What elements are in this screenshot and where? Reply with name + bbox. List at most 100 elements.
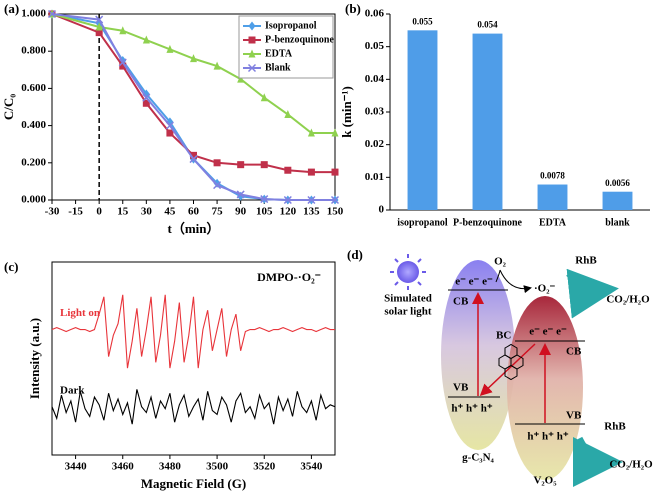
x-tick-label: 75 bbox=[212, 206, 224, 218]
x-tick-label: 45 bbox=[164, 206, 176, 218]
marker bbox=[95, 22, 103, 31]
x-tick-label: 3540 bbox=[300, 461, 323, 473]
x-tick-label: EDTA bbox=[539, 217, 567, 228]
marker bbox=[260, 195, 269, 204]
series-line bbox=[51, 13, 335, 135]
marker bbox=[95, 15, 104, 24]
product-label: CO₂/H₂O bbox=[606, 294, 650, 306]
x-tick-label: 90 bbox=[235, 206, 247, 218]
y-tick-label: 0.800 bbox=[21, 45, 46, 57]
marker bbox=[213, 159, 221, 167]
marker bbox=[330, 195, 340, 205]
marker bbox=[260, 161, 268, 169]
marker bbox=[248, 36, 256, 44]
marker bbox=[166, 129, 174, 137]
x-tick-label: P-benzoquinone bbox=[453, 217, 522, 228]
mechanism-diagram: (d) Simulated solar light e⁻ e⁻ e⁻ CB VB… bbox=[347, 247, 653, 487]
x-tick-label: 15 bbox=[117, 206, 129, 218]
degradation-arrow bbox=[572, 436, 623, 487]
value-label: 0.054 bbox=[477, 20, 498, 30]
x-tick-label: 135 bbox=[303, 206, 320, 218]
marker bbox=[190, 54, 197, 63]
x-tick-label: 30 bbox=[141, 206, 153, 218]
series-label: Dark bbox=[60, 384, 85, 396]
y-tick-label: 0.04 bbox=[365, 73, 385, 85]
v2o5-cb: CB bbox=[566, 346, 582, 358]
marker bbox=[248, 49, 256, 58]
transfer-arrow bbox=[479, 343, 536, 397]
marker bbox=[237, 161, 245, 169]
x-tick-label: 0 bbox=[96, 206, 102, 218]
y-axis-label: Intensity (a.u.) bbox=[27, 318, 42, 399]
marker bbox=[307, 128, 315, 137]
marker bbox=[142, 35, 150, 44]
oxygen-label: O₂ bbox=[494, 256, 507, 268]
marker bbox=[142, 93, 151, 102]
gcn-label: g-C₃N₄ bbox=[462, 452, 494, 464]
value-label: 0.0078 bbox=[540, 171, 565, 181]
x-tick-label: 105 bbox=[256, 206, 273, 218]
annotation: DMPO-·O₂⁻ bbox=[257, 270, 321, 284]
x-tick-label: -30 bbox=[45, 206, 60, 218]
marker bbox=[236, 190, 245, 199]
marker bbox=[95, 29, 103, 37]
marker bbox=[331, 128, 339, 137]
gcn-cb: CB bbox=[453, 296, 469, 308]
series-line bbox=[51, 13, 335, 201]
bc-label: BC bbox=[496, 330, 511, 342]
marker bbox=[190, 151, 197, 159]
light-label: solar light bbox=[384, 306, 432, 318]
panel-label: (b) bbox=[345, 1, 361, 16]
value-label: 0.055 bbox=[412, 16, 433, 26]
series-line bbox=[51, 13, 335, 174]
marker bbox=[119, 26, 127, 35]
x-axis-label: t（min） bbox=[167, 221, 219, 236]
x-tick-label: 60 bbox=[188, 206, 200, 218]
legend-label: Blank bbox=[265, 62, 291, 73]
marker bbox=[47, 9, 57, 19]
gcn-vb: VB bbox=[453, 382, 469, 394]
y-tick-label: 0.06 bbox=[365, 8, 385, 20]
rhb-label: RhB bbox=[575, 255, 597, 267]
marker bbox=[247, 63, 257, 73]
y-axis-label: k (min⁻¹) bbox=[339, 86, 354, 138]
y-axis-label: C/C₀ bbox=[1, 94, 16, 120]
bc-hexagons bbox=[498, 343, 524, 381]
v2o5-label: V₂O₅ bbox=[533, 475, 557, 487]
marker bbox=[331, 168, 339, 176]
x-tick-label: 3460 bbox=[112, 461, 135, 473]
marker bbox=[248, 21, 256, 31]
marker bbox=[307, 168, 315, 176]
y-tick-label: 0.05 bbox=[365, 40, 385, 52]
legend-label: Isopropanol bbox=[265, 20, 317, 31]
y-tick-label: 0.400 bbox=[21, 119, 46, 131]
panel-label: (c) bbox=[4, 259, 18, 274]
y-tick-label: 0.600 bbox=[21, 82, 46, 94]
degradation-arrow bbox=[566, 268, 619, 319]
bar bbox=[472, 33, 503, 210]
panel-label: (d) bbox=[347, 247, 363, 262]
x-tick-label: isopropanol bbox=[397, 217, 448, 228]
marker bbox=[213, 61, 221, 70]
gcn-holes: h⁺ h⁺ h⁺ bbox=[451, 403, 492, 415]
y-tick-label: 0.01 bbox=[365, 171, 384, 183]
marker bbox=[237, 74, 245, 83]
v2o5-electrons: e⁻ e⁻ e⁻ bbox=[529, 326, 567, 338]
marker bbox=[283, 195, 292, 205]
bar bbox=[537, 184, 568, 210]
v2o5-vb: VB bbox=[566, 410, 582, 422]
x-tick-label: 150 bbox=[327, 206, 344, 218]
marker bbox=[307, 195, 316, 205]
x-axis-label: Magnetic Field (G) bbox=[141, 476, 246, 491]
marker bbox=[260, 93, 268, 102]
superoxide-label: ·O₂⁻ bbox=[534, 283, 556, 295]
reduction-arrow bbox=[495, 269, 530, 289]
y-tick-label: 0 bbox=[379, 204, 385, 216]
y-tick-label: 0.200 bbox=[21, 156, 46, 168]
marker bbox=[189, 155, 198, 164]
x-tick-label: 3440 bbox=[65, 461, 88, 473]
sun-icon bbox=[390, 254, 426, 290]
marker bbox=[166, 44, 174, 53]
x-tick-label: 3520 bbox=[253, 461, 276, 473]
